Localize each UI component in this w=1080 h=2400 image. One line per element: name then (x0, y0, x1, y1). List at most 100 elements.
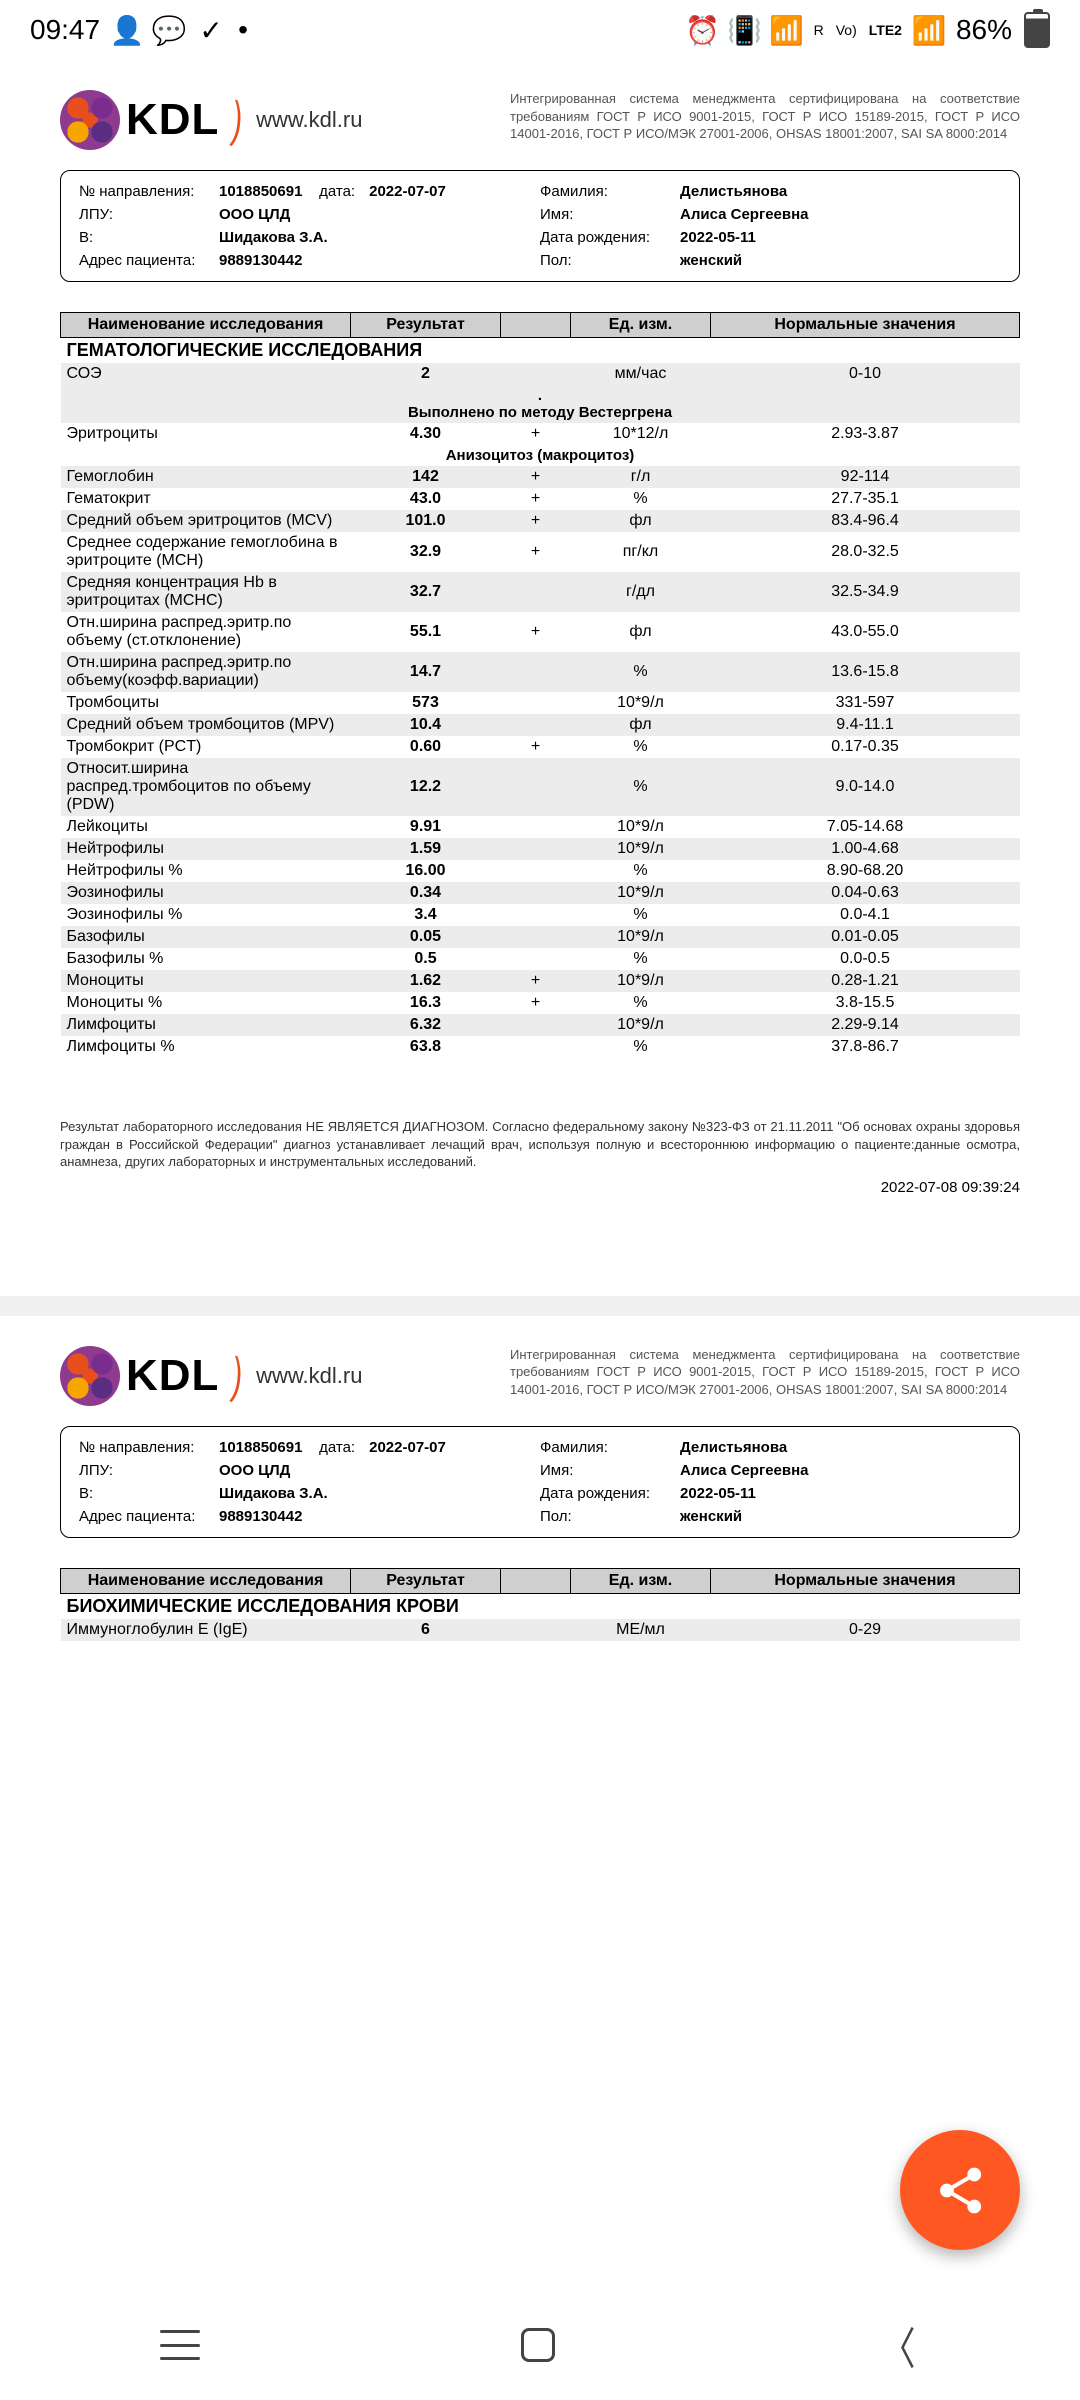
cell-flag (501, 1014, 571, 1036)
table-row: Моноциты %16.3+%3.8-15.5 (61, 992, 1020, 1014)
cell-unit: % (571, 758, 711, 816)
cell-result: 0.5 (351, 948, 501, 970)
page-divider (0, 1296, 1080, 1316)
table-row: Отн.ширина распред.эритр.по объему(коэфф… (61, 652, 1020, 692)
name-val: Алиса Сергеевна (680, 1462, 809, 1479)
cell-name: Тромбокрит (PCT) (61, 736, 351, 758)
cell-name: Отн.ширина распред.эритр.по объему(коэфф… (61, 652, 351, 692)
note-row: Анизоцитоз (макроцитоз) (61, 445, 1020, 466)
cell-name: Моноциты % (61, 992, 351, 1014)
cell-range: 3.8-15.5 (711, 992, 1020, 1014)
cell-result: 3.4 (351, 904, 501, 926)
table-row: Нейтрофилы1.5910*9/л1.00-4.68 (61, 838, 1020, 860)
col-flag (501, 313, 571, 338)
cell-name: Средний объем эритроцитов (MCV) (61, 510, 351, 532)
more-dot: • (238, 14, 248, 46)
cell-unit: 10*9/л (571, 882, 711, 904)
cell-flag (501, 882, 571, 904)
col-unit: Ед. изм. (571, 1568, 711, 1593)
col-name: Наименование исследования (61, 1568, 351, 1593)
nav-back-button[interactable]: 〈 (880, 2313, 915, 2377)
name-label: Имя: (540, 1462, 680, 1479)
addr-label: Адрес пациента: (79, 1508, 219, 1525)
cell-flag (501, 652, 571, 692)
patient-info-box: № направления:1018850691 дата:2022-07-07… (60, 1426, 1020, 1538)
battery-pct: 86% (956, 14, 1012, 46)
cell-range: 92-114 (711, 466, 1020, 488)
cell-name: Среднее содержание гемоглобина в эритроц… (61, 532, 351, 572)
signal-icon: 📶 (914, 15, 944, 45)
cell-result: 43.0 (351, 488, 501, 510)
table-row: Лейкоциты9.9110*9/л7.05-14.68 (61, 816, 1020, 838)
cell-unit: пг/кл (571, 532, 711, 572)
cell-result: 4.30 (351, 423, 501, 445)
cell-name: Отн.ширина распред.эритр.по объему (ст.о… (61, 612, 351, 652)
col-range: Нормальные значения (711, 1568, 1020, 1593)
table-row: Эозинофилы0.3410*9/л0.04-0.63 (61, 882, 1020, 904)
cell-result: 1.62 (351, 970, 501, 992)
cell-flag: + (501, 992, 571, 1014)
table-row: Средний объем тромбоцитов (MPV)10.4фл9.4… (61, 714, 1020, 736)
check-icon: ✓ (196, 15, 226, 45)
cell-flag (501, 714, 571, 736)
cell-flag (501, 363, 571, 385)
cell-flag: + (501, 510, 571, 532)
table-row: Гематокрит43.0+%27.7-35.1 (61, 488, 1020, 510)
nav-recent-button[interactable] (160, 2330, 200, 2360)
lpu-label: ЛПУ: (79, 206, 219, 223)
kdl-logo: KDL ) www.kdl.ru (60, 1346, 362, 1406)
cell-result: 14.7 (351, 652, 501, 692)
v-val: Шидакова З.А. (219, 1485, 328, 1502)
cell-flag: + (501, 466, 571, 488)
cell-unit: % (571, 904, 711, 926)
document-viewport[interactable]: KDL ) www.kdl.ru Интегрированная система… (0, 60, 1080, 1641)
nav-home-button[interactable] (521, 2328, 555, 2362)
cell-result: 6 (351, 1619, 501, 1641)
cell-range: 1.00-4.68 (711, 838, 1020, 860)
addr-label: Адрес пациента: (79, 252, 219, 269)
cell-flag (501, 860, 571, 882)
patient-info-box: № направления:1018850691 дата:2022-07-07… (60, 170, 1020, 282)
logo-url: www.kdl.ru (256, 107, 362, 133)
surname-val: Делистьянова (680, 183, 787, 200)
results-table-1: Наименование исследования Результат Ед. … (60, 312, 1020, 1058)
cell-name: Моноциты (61, 970, 351, 992)
cell-flag (501, 926, 571, 948)
table-row: Нейтрофилы %16.00%8.90-68.20 (61, 860, 1020, 882)
person-icon: 👤 (112, 15, 142, 45)
table-row: Лимфоциты %63.8%37.8-86.7 (61, 1036, 1020, 1058)
dob-val: 2022-05-11 (680, 229, 756, 246)
cell-name: Гематокрит (61, 488, 351, 510)
cell-flag: + (501, 488, 571, 510)
ref-num-label: № направления: (79, 1439, 219, 1456)
cell-result: 2 (351, 363, 501, 385)
logo-icon (60, 90, 120, 150)
cell-result: 12.2 (351, 758, 501, 816)
table-row: Иммуноглобулин Е (IgE)6МЕ/мл0-29 (61, 1619, 1020, 1641)
cell-flag (501, 816, 571, 838)
table-row: Тромбокрит (PCT)0.60+%0.17-0.35 (61, 736, 1020, 758)
cell-name: Относит.ширина распред.тромбоцитов по об… (61, 758, 351, 816)
logo-slash-icon: ) (229, 90, 246, 150)
cell-name: Лимфоциты % (61, 1036, 351, 1058)
cell-flag: + (501, 612, 571, 652)
cell-unit: 10*9/л (571, 970, 711, 992)
lpu-val: ООО ЦЛД (219, 1462, 290, 1479)
dob-label: Дата рождения: (540, 229, 680, 246)
cell-unit: фл (571, 510, 711, 532)
logo-icon (60, 1346, 120, 1406)
ref-num: 1018850691 (219, 1439, 302, 1456)
cell-result: 0.05 (351, 926, 501, 948)
cell-flag (501, 692, 571, 714)
status-time: 09:47 (30, 14, 100, 46)
date-label: дата: (319, 183, 369, 200)
report-page-1: KDL ) www.kdl.ru Интегрированная система… (60, 90, 1020, 1196)
cell-flag: + (501, 736, 571, 758)
col-flag (501, 1568, 571, 1593)
table-row: Гемоглобин142+г/л92-114 (61, 466, 1020, 488)
share-button[interactable] (900, 2130, 1020, 2250)
logo-text: KDL (126, 1351, 219, 1401)
cell-range: 0-29 (711, 1619, 1020, 1641)
cell-result: 16.00 (351, 860, 501, 882)
cell-range: 2.93-3.87 (711, 423, 1020, 445)
